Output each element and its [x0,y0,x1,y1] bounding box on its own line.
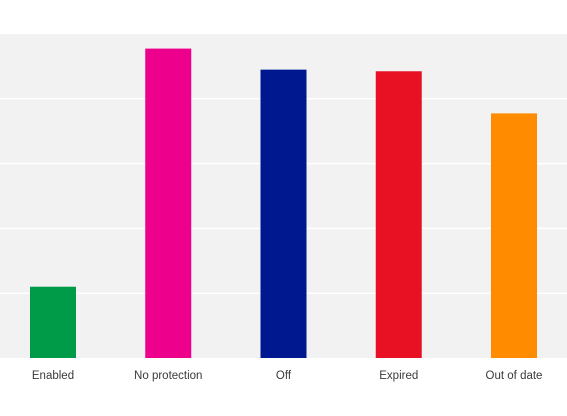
bar-expired [375,71,422,358]
category-labels: Enabled No protection Off Expired Out of dat… [32,370,543,382]
category-label-off: Off [276,370,292,382]
bar-off [260,69,307,358]
bars [30,48,537,358]
bar-enabled [30,286,76,358]
category-label-enabled: Enabled [32,370,74,382]
bar-no-protection [145,48,192,358]
bar-out-of-date [491,113,537,358]
category-label-expired: Expired [379,370,418,382]
category-label-no-protection: No protection [134,370,202,382]
category-label-out-of-date: Out of date [486,370,543,382]
